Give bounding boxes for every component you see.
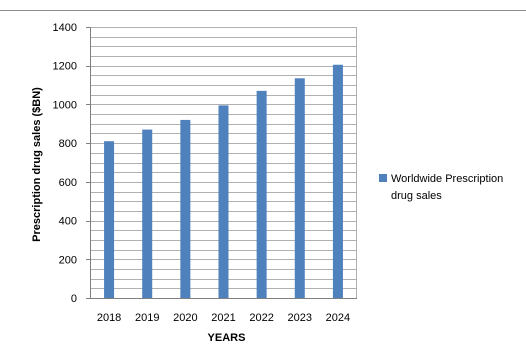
- x-tick-labels: 2018 2019 2020 2021 2022 2023 2024: [97, 312, 350, 324]
- legend: Worldwide Prescription drug sales: [379, 173, 503, 202]
- x-tick-label: 2019: [135, 312, 159, 324]
- bar-2018: [104, 141, 115, 298]
- y-tick-label: 1400: [53, 22, 77, 34]
- y-tick-label: 800: [59, 138, 77, 150]
- top-divider: [0, 10, 526, 11]
- x-tick-label: 2021: [211, 312, 235, 324]
- y-tick-label: 1000: [53, 99, 77, 111]
- x-tick-label: 2020: [173, 312, 197, 324]
- bar-2021: [218, 105, 229, 299]
- y-tick-label: 1200: [53, 61, 77, 73]
- legend-swatch: [379, 174, 387, 182]
- x-tick-label: 2018: [97, 312, 121, 324]
- x-tick-label: 2024: [326, 312, 350, 324]
- legend-label-line-1: Worldwide Prescription: [391, 173, 503, 185]
- y-tick-label: 600: [59, 177, 77, 189]
- y-axis-title: Prescription drug sales ($BN): [31, 87, 43, 242]
- bar-2020: [180, 119, 191, 299]
- y-tick-label: 200: [59, 254, 77, 266]
- x-tick-label: 2023: [288, 312, 312, 324]
- bar-2019: [142, 129, 153, 298]
- x-axis-title: YEARS: [208, 332, 246, 344]
- axes: [90, 27, 357, 299]
- legend-label-line-2: drug sales: [391, 190, 442, 202]
- y-tick-label: 0: [71, 293, 77, 305]
- bar-2024: [332, 64, 343, 298]
- bars: [104, 64, 343, 299]
- y-tick-labels: 0 200 400 600 800 1000 1200 1400: [53, 22, 90, 305]
- x-tick-label: 2022: [249, 312, 273, 324]
- bar-2022: [256, 90, 267, 298]
- y-tick-label: 400: [59, 216, 77, 228]
- bar-2023: [294, 78, 305, 299]
